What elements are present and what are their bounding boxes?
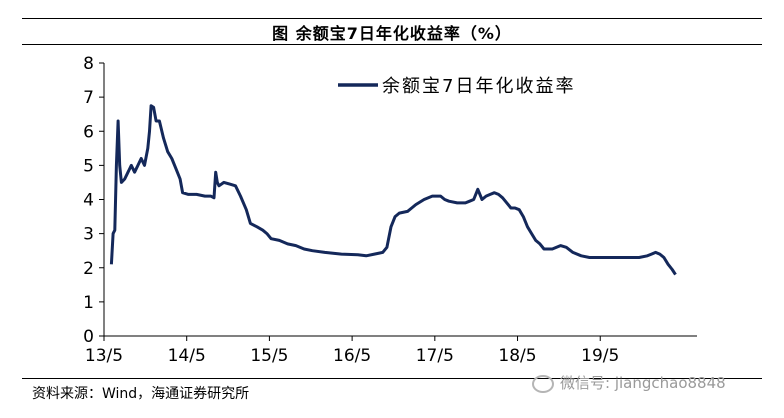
- bottom-rule: [22, 378, 762, 379]
- x-tick-label: 13/5: [85, 346, 123, 366]
- watermark: 微信号: jiangchao8848: [532, 372, 726, 393]
- y-tick-label: 6: [83, 122, 94, 142]
- x-tick-label: 16/5: [333, 346, 371, 366]
- watermark-text: 微信号: jiangchao8848: [560, 374, 726, 392]
- source-note: 资料来源：Wind，海通证券研究所: [32, 386, 250, 402]
- title-underline: [22, 44, 762, 45]
- legend-label: 余额宝7日年化收益率: [382, 76, 575, 97]
- y-tick-label: 4: [83, 191, 94, 211]
- axes: 0 1 2 3 4 5 6 7 8 13/5 14/5 15/5 16/5 17/5 18/5 19/5: [83, 54, 697, 366]
- y-tick-label: 0: [83, 327, 94, 347]
- figure-title: 图 余额宝7日年化收益率（%）: [272, 24, 512, 43]
- line-chart: 0 1 2 3 4 5 6 7 8 13/5 14/5 15/5 16/5 17/5 18/5 19/5 余额…: [83, 54, 697, 366]
- x-tick-label: 17/5: [416, 346, 454, 366]
- y-tick-label: 1: [83, 293, 94, 313]
- x-tick-label: 14/5: [168, 346, 206, 366]
- wechat-icon: [532, 374, 554, 393]
- x-tick-label: 19/5: [581, 346, 619, 366]
- y-tick-label: 5: [83, 156, 94, 176]
- y-tick-label: 3: [83, 225, 94, 245]
- plot-area: [109, 104, 677, 276]
- x-tick-label: 18/5: [498, 346, 536, 366]
- y-tick-label: 2: [83, 259, 94, 279]
- top-rule: [22, 18, 762, 19]
- x-tick-label: 15/5: [250, 346, 288, 366]
- y-tick-label: 8: [83, 54, 94, 74]
- series-line: [109, 104, 677, 276]
- y-tick-label: 7: [83, 88, 94, 108]
- legend: 余额宝7日年化收益率: [338, 76, 575, 97]
